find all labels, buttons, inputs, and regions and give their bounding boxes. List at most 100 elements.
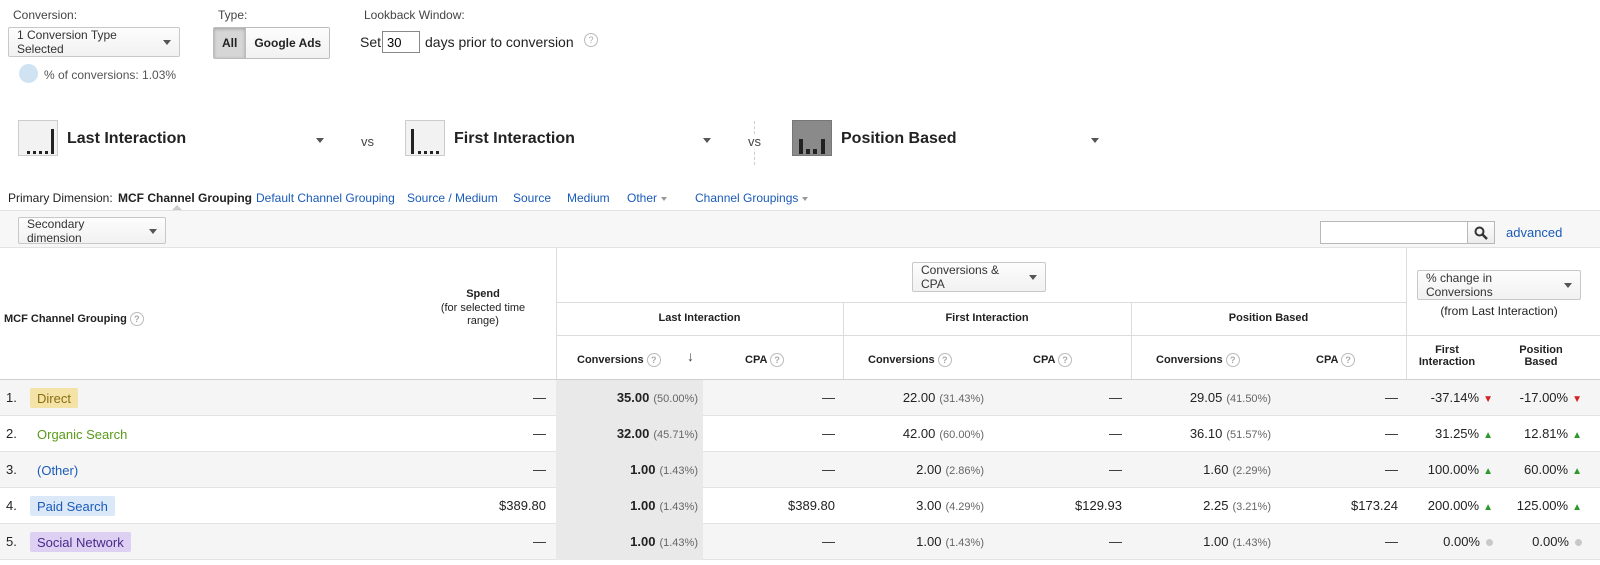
search-button[interactable] xyxy=(1467,221,1495,244)
help-icon[interactable]: ? xyxy=(1341,353,1356,367)
last-interaction-model-icon xyxy=(18,120,58,156)
spend-subheader: (for selected time range) xyxy=(440,302,526,327)
pb-conversions-value: 1.60 (2.29%) xyxy=(1203,462,1271,477)
neutral-dot-icon xyxy=(1575,539,1582,547)
chevron-down-icon[interactable] xyxy=(316,138,324,143)
help-icon[interactable]: ? xyxy=(1225,353,1240,367)
table-search-input[interactable] xyxy=(1320,221,1468,244)
li-conversions-header[interactable]: Conversions ? xyxy=(577,353,661,367)
type-all-button[interactable]: All xyxy=(214,28,247,58)
help-icon[interactable]: ? xyxy=(584,33,598,47)
model-3-name[interactable]: Position Based xyxy=(841,130,957,147)
dimension-mcf-channel-grouping[interactable]: MCF Channel Grouping xyxy=(118,191,252,205)
sorted-column-highlight xyxy=(556,524,703,560)
row-number: 3. xyxy=(6,462,17,477)
fi-cpa-value: — xyxy=(1109,390,1122,405)
channel-name[interactable]: (Other) xyxy=(30,460,86,480)
spend-value: $389.80 xyxy=(499,498,546,513)
fi-conversions-header[interactable]: Conversions ? xyxy=(868,353,952,367)
sorted-column-highlight xyxy=(556,452,703,488)
divider xyxy=(1406,248,1407,380)
secondary-dimension-label: Secondary dimension xyxy=(27,216,85,245)
change-metric-dropdown[interactable]: % change in Conversions xyxy=(1417,270,1581,300)
dimension-channel-groupings-label: Channel Groupings xyxy=(695,191,799,205)
fi-conversions-value: 2.00 (2.86%) xyxy=(916,462,984,477)
channel-name[interactable]: Direct xyxy=(30,388,78,408)
arrow-up-icon: ▲ xyxy=(1483,466,1493,477)
chevron-down-icon xyxy=(163,40,171,45)
advanced-link[interactable]: advanced xyxy=(1506,225,1563,240)
fi-cpa-value: — xyxy=(1109,462,1122,477)
metric-group-dropdown[interactable]: Conversions & CPA xyxy=(912,262,1046,292)
channel-name[interactable]: Organic Search xyxy=(30,424,135,444)
chevron-down-icon xyxy=(661,196,668,201)
change-position-based-header: Position Based xyxy=(1519,344,1563,368)
table-row: 2. Organic Search — 32.00 (45.71%) — 42.00 (60.… xyxy=(0,416,1600,452)
conversion-type-dropdown[interactable]: 1 Conversion Type Selected xyxy=(8,27,180,57)
pb-cpa-value: — xyxy=(1385,462,1398,477)
chevron-down-icon xyxy=(149,228,157,234)
li-conversions-value: 32.00 (45.71%) xyxy=(616,426,698,441)
type-toggle: All Google Ads xyxy=(213,27,331,59)
change-subheader: (from Last Interaction) xyxy=(1440,304,1558,318)
help-icon[interactable]: ? xyxy=(1058,353,1073,367)
model-2-name[interactable]: First Interaction xyxy=(454,130,575,147)
first-interaction-model-icon xyxy=(405,120,445,156)
li-cpa-header[interactable]: CPA ? xyxy=(745,353,785,367)
fi-cpa-value: — xyxy=(1109,534,1122,549)
pb-cpa-header[interactable]: CPA ? xyxy=(1316,353,1356,367)
dimension-other[interactable]: Other xyxy=(627,191,668,205)
pb-conversions-header[interactable]: Conversions ? xyxy=(1156,353,1240,367)
channel-name[interactable]: Paid Search xyxy=(30,496,115,516)
spend-value: — xyxy=(533,426,546,441)
help-icon[interactable]: ? xyxy=(770,353,785,367)
percent-of-conversions: % of conversions: 1.03% xyxy=(44,68,177,82)
model-1-name[interactable]: Last Interaction xyxy=(67,130,187,147)
help-icon[interactable]: ? xyxy=(646,353,661,367)
secondary-dimension-dropdown[interactable]: Secondary dimension xyxy=(18,216,166,245)
arrow-down-icon: ▼ xyxy=(1483,394,1493,405)
last-interaction-group-header: Last Interaction xyxy=(658,312,741,324)
fi-conversions-value: 3.00 (4.29%) xyxy=(916,498,984,513)
divider xyxy=(1131,302,1132,380)
dimension-default-channel-grouping[interactable]: Default Channel Grouping xyxy=(256,191,395,205)
li-conversions-value: 35.00 (50.00%) xyxy=(616,390,698,405)
sorted-column-highlight xyxy=(556,416,703,452)
dimension-source-medium[interactable]: Source / Medium xyxy=(407,191,498,205)
chevron-down-icon[interactable] xyxy=(703,138,711,143)
table-row: 1. Direct — 35.00 (50.00%) — 22.00 (31.43%) — 29.… xyxy=(0,380,1600,416)
pie-chart-icon xyxy=(19,64,38,83)
dimension-source[interactable]: Source xyxy=(513,191,552,205)
dimension-other-label: Other xyxy=(627,191,658,205)
li-conversions-value: 1.00 (1.43%) xyxy=(630,534,698,549)
pb-cpa-value: — xyxy=(1385,426,1398,441)
lookback-days-input[interactable] xyxy=(382,31,420,53)
help-icon[interactable]: ? xyxy=(937,353,952,367)
sorted-column-highlight xyxy=(556,488,703,524)
sort-arrow-icon[interactable]: ↓ xyxy=(687,348,694,364)
lookback-prefix: Set xyxy=(360,34,382,50)
lookback-label: Lookback Window: xyxy=(364,8,465,22)
dimension-channel-groupings[interactable]: Channel Groupings xyxy=(695,191,809,205)
conversion-label: Conversion: xyxy=(13,8,78,22)
fi-cpa-value: $129.93 xyxy=(1075,498,1122,513)
table-row: 5. Social Network — 1.00 (1.43%) — 1.00 (1.43%)… xyxy=(0,524,1600,560)
type-google-ads-button[interactable]: Google Ads xyxy=(246,28,330,58)
fi-cpa-header[interactable]: CPA ? xyxy=(1033,353,1073,367)
arrow-down-icon: ▼ xyxy=(1572,394,1582,405)
dimension-medium[interactable]: Medium xyxy=(567,191,610,205)
divider xyxy=(556,335,1600,336)
pb-conversions-value: 1.00 (1.43%) xyxy=(1203,534,1271,549)
metric-group-value: Conversions & CPA xyxy=(921,263,1000,291)
arrow-up-icon: ▲ xyxy=(1483,502,1493,513)
help-icon[interactable]: ? xyxy=(129,312,144,326)
channel-name[interactable]: Social Network xyxy=(30,532,131,552)
chevron-down-icon[interactable] xyxy=(1091,138,1099,143)
vs-label: vs xyxy=(361,134,374,149)
arrow-up-icon: ▲ xyxy=(1572,430,1582,441)
spend-value: — xyxy=(533,534,546,549)
row-number: 5. xyxy=(6,534,17,549)
li-cpa-value: — xyxy=(822,462,835,477)
change-first-interaction-value: 31.25% ▲ xyxy=(1435,426,1493,441)
pb-conversions-value: 36.10 (51.57%) xyxy=(1189,426,1271,441)
